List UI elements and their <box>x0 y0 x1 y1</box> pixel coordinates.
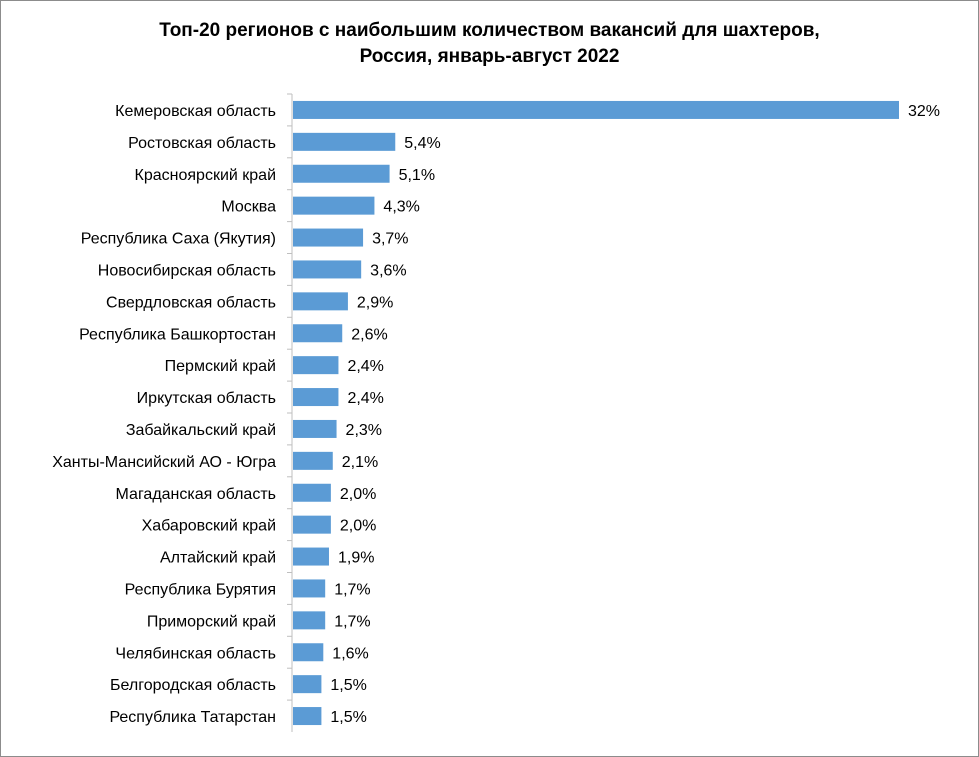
data-label: 2,1% <box>342 454 378 471</box>
data-label: 2,3% <box>346 422 382 439</box>
bar <box>293 164 390 183</box>
bar <box>293 100 899 119</box>
data-label: 2,6% <box>351 326 387 343</box>
category-label: Республика Бурятия <box>125 581 276 598</box>
category-label: Приморский край <box>147 613 276 630</box>
data-label: 5,4% <box>404 135 440 152</box>
bar <box>293 483 331 502</box>
category-label: Челябинская область <box>115 645 276 662</box>
category-label: Иркутская область <box>137 390 276 407</box>
bar <box>293 611 326 630</box>
bar <box>293 515 331 534</box>
data-label: 5,1% <box>399 167 435 184</box>
bar <box>293 260 362 279</box>
data-label: 2,0% <box>340 486 376 503</box>
bar <box>293 228 364 247</box>
category-label: Москва <box>221 199 276 216</box>
data-label: 2,4% <box>347 390 383 407</box>
data-label: 1,5% <box>330 677 366 694</box>
category-label: Белгородская область <box>110 677 276 694</box>
bar <box>293 196 375 215</box>
category-label: Ростовская область <box>128 135 276 152</box>
bar <box>293 451 333 470</box>
category-label: Алтайский край <box>160 550 276 567</box>
category-label: Новосибирская область <box>98 262 276 279</box>
bar <box>293 547 329 566</box>
chart-title-line-1: Топ-20 регионов с наибольшим количеством… <box>159 20 820 41</box>
category-label: Пермский край <box>165 358 276 375</box>
bar <box>293 324 343 343</box>
bar <box>293 132 396 151</box>
data-label: 1,6% <box>332 645 368 662</box>
category-label: Красноярский край <box>135 167 276 184</box>
data-label: 4,3% <box>383 199 419 216</box>
category-label: Ханты-Мансийский АО - Югра <box>52 454 276 471</box>
data-label: 1,9% <box>338 550 374 567</box>
bar <box>293 707 322 726</box>
data-label: 2,0% <box>340 518 376 535</box>
bar <box>293 388 339 407</box>
category-label: Хабаровский край <box>142 518 276 535</box>
data-label: 3,6% <box>370 262 406 279</box>
category-label: Забайкальский край <box>126 422 276 439</box>
chart-title-line-2: Россия, январь-август 2022 <box>359 46 620 67</box>
category-label: Республика Башкортостан <box>79 326 276 343</box>
category-label: Свердловская область <box>106 294 276 311</box>
data-label: 1,7% <box>334 613 370 630</box>
data-label: 2,4% <box>347 358 383 375</box>
data-label: 3,7% <box>372 231 408 248</box>
bar <box>293 675 322 694</box>
category-label: Республика Татарстан <box>109 709 276 726</box>
category-label: Магаданская область <box>116 486 276 503</box>
bar <box>293 643 324 662</box>
bar <box>293 419 337 438</box>
bar <box>293 579 326 598</box>
bar <box>293 356 339 375</box>
bar <box>293 292 348 311</box>
data-label: 1,5% <box>330 709 366 726</box>
category-label: Кемеровская область <box>115 103 276 120</box>
category-label: Республика Саха (Якутия) <box>81 231 276 248</box>
data-label: 1,7% <box>334 581 370 598</box>
data-label: 2,9% <box>357 294 393 311</box>
data-label: 32% <box>908 103 940 120</box>
chart-title: Топ-20 регионов с наибольшим количеством… <box>0 18 979 70</box>
